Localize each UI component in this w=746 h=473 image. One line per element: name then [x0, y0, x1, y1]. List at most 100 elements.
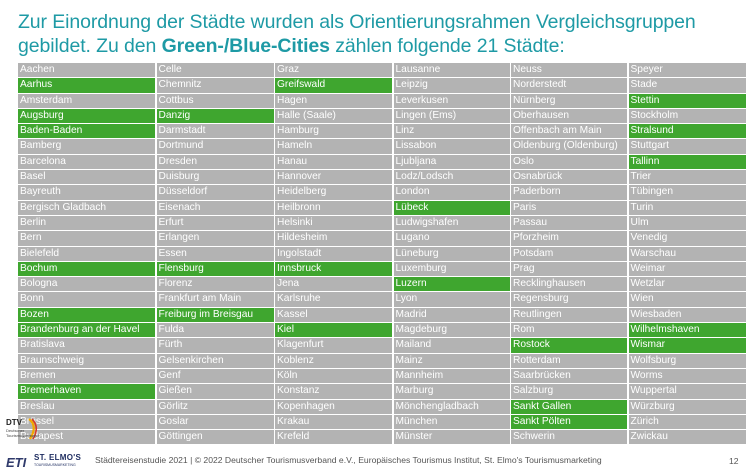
city-cell: Worms	[628, 368, 746, 384]
city-cell: Lüneburg	[393, 246, 510, 261]
city-cell: Göttingen	[156, 430, 274, 445]
city-cell: Braunschweig	[18, 353, 155, 368]
city-cell: Bologna	[18, 277, 155, 292]
city-cell: Schwerin	[511, 430, 627, 445]
city-cell: Speyer	[628, 63, 746, 78]
city-cell: Chemnitz	[156, 78, 274, 93]
city-cell: Freiburg im Breisgau	[156, 307, 274, 323]
city-cell: Bonn	[18, 292, 155, 307]
city-cell: Hagen	[275, 93, 392, 108]
city-cell: Gießen	[156, 384, 274, 399]
city-cell: Wilhelmshaven	[628, 323, 746, 338]
city-table: Aachen Celle Graz Lausanne Neuss Speyer Aarhus…	[18, 63, 746, 445]
city-cell: Norderstedt	[511, 78, 627, 93]
title-line2-bold: Green-/Blue-Cities	[161, 35, 330, 57]
city-cell: Ulm	[628, 215, 746, 231]
city-cell: München	[393, 414, 510, 430]
city-cell: Recklinghausen	[511, 277, 627, 292]
city-cell: Wien	[628, 292, 746, 307]
city-cell: Hamburg	[275, 124, 392, 139]
city-cell: Offenbach am Main	[511, 124, 627, 139]
city-cell: Linz	[393, 124, 510, 139]
city-cell: Rotterdam	[511, 353, 627, 368]
city-cell: Saarbrücken	[511, 368, 627, 384]
city-cell: Essen	[156, 246, 274, 261]
city-cell: Flensburg	[156, 261, 274, 277]
city-cell: Erfurt	[156, 215, 274, 231]
city-cell: Goslar	[156, 414, 274, 430]
city-cell: Hildesheim	[275, 231, 392, 246]
title-line2-post: zählen folgende 21 Städte:	[329, 35, 565, 57]
title-line1: Zur Einordnung der Städte wurden als Ori…	[18, 11, 696, 33]
city-cell: Passau	[511, 215, 627, 231]
city-cell: Sankt Gallen	[511, 399, 627, 414]
city-cell: Karlsruhe	[275, 292, 392, 307]
city-cell: Heidelberg	[275, 185, 392, 200]
city-cell: Oberhausen	[511, 108, 627, 124]
city-cell: Oldenburg (Oldenburg)	[511, 139, 627, 154]
dtv-swoosh-icon	[28, 418, 38, 440]
city-cell: Bayreuth	[18, 185, 155, 200]
city-cell: Madrid	[393, 307, 510, 323]
page-title: Zur Einordnung der Städte wurden als Ori…	[18, 10, 738, 58]
dtv-logo-subtitle: Deutscher Tourismusverband	[6, 428, 39, 438]
city-cell: Görlitz	[156, 399, 274, 414]
city-cell: Florenz	[156, 277, 274, 292]
city-cell: Heilbronn	[275, 200, 392, 215]
city-cell: Bern	[18, 231, 155, 246]
city-cell: Brüssel	[18, 414, 155, 430]
city-cell: Hanau	[275, 154, 392, 170]
city-cell: Krefeld	[275, 430, 392, 445]
city-cell: Kiel	[275, 323, 392, 338]
city-cell: Mannheim	[393, 368, 510, 384]
city-cell: Lübeck	[393, 200, 510, 215]
city-cell: Dortmund	[156, 139, 274, 154]
city-cell: Wuppertal	[628, 384, 746, 399]
city-cell: Bremen	[18, 368, 155, 384]
city-cell: Zürich	[628, 414, 746, 430]
city-cell: Lingen (Ems)	[393, 108, 510, 124]
city-cell: Ljubljana	[393, 154, 510, 170]
city-cell: Lyon	[393, 292, 510, 307]
city-cell: Wiesbaden	[628, 307, 746, 323]
city-cell: Krakau	[275, 414, 392, 430]
city-cell: Aarhus	[18, 78, 155, 93]
title-line2-pre: gebildet. Zu den	[18, 35, 162, 57]
city-cell: Trier	[628, 170, 746, 185]
city-cell: Greifswald	[275, 78, 392, 93]
city-cell: Mailand	[393, 338, 510, 353]
city-cell: Wismar	[628, 338, 746, 353]
city-cell: Regensburg	[511, 292, 627, 307]
city-cell: Ludwigshafen	[393, 215, 510, 231]
city-cell: Gelsenkirchen	[156, 353, 274, 368]
city-cell: Osnabrück	[511, 170, 627, 185]
city-cell: Genf	[156, 368, 274, 384]
city-cell: Magdeburg	[393, 323, 510, 338]
city-cell: Lugano	[393, 231, 510, 246]
city-cell: Duisburg	[156, 170, 274, 185]
stelmo-logo-subtitle: TOURISMUSMARKETING	[34, 463, 76, 467]
city-cell: Leverkusen	[393, 93, 510, 108]
city-cell: Bochum	[18, 261, 155, 277]
city-cell: Stettin	[628, 93, 746, 108]
city-cell: Neuss	[511, 63, 627, 78]
city-cell: Luxemburg	[393, 261, 510, 277]
city-cell: Fulda	[156, 323, 274, 338]
city-cell: Bamberg	[18, 139, 155, 154]
city-cell: Bielefeld	[18, 246, 155, 261]
city-cell: Weimar	[628, 261, 746, 277]
city-cell: Hannover	[275, 170, 392, 185]
city-cell: Sankt Pölten	[511, 414, 627, 430]
city-cell: Marburg	[393, 384, 510, 399]
city-cell: Bratislava	[18, 338, 155, 353]
city-cell: Brandenburg an der Havel	[18, 323, 155, 338]
city-cell: Potsdam	[511, 246, 627, 261]
city-cell: Paris	[511, 200, 627, 215]
city-cell: London	[393, 185, 510, 200]
city-cell: Stade	[628, 78, 746, 93]
city-cell: Konstanz	[275, 384, 392, 399]
city-cell: Dresden	[156, 154, 274, 170]
city-cell: Stockholm	[628, 108, 746, 124]
city-cell: Würzburg	[628, 399, 746, 414]
eti-logo: ETI	[6, 455, 27, 470]
